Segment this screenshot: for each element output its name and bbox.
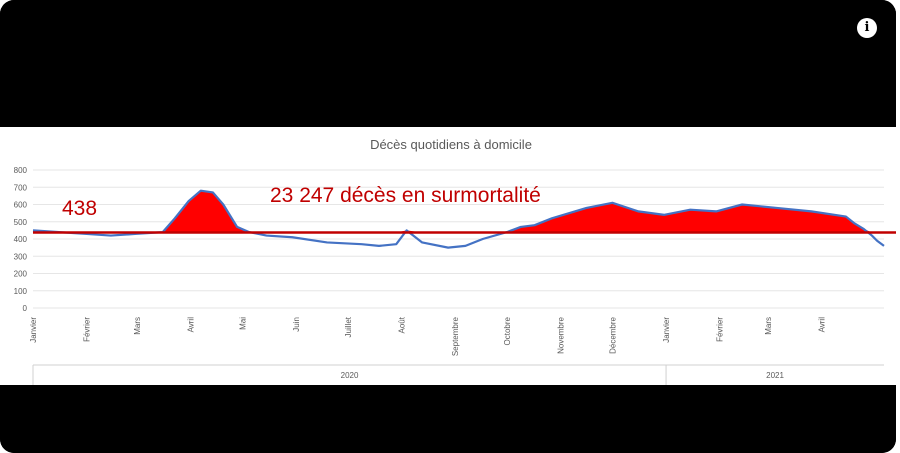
video-bottom-bar xyxy=(0,385,896,453)
year-label: 2021 xyxy=(766,371,784,380)
video-top-bar: i xyxy=(0,0,896,127)
month-label: Janvier xyxy=(662,317,671,343)
info-icon[interactable]: i xyxy=(857,18,877,38)
chart-title: Décès quotidiens à domicile xyxy=(370,137,532,152)
y-tick-label: 600 xyxy=(14,201,28,210)
baseline-label: 438 xyxy=(62,197,97,220)
month-label: Avril xyxy=(818,317,827,333)
month-label: Juillet xyxy=(344,316,353,337)
excess-area xyxy=(33,190,884,233)
month-label: Janvier xyxy=(29,317,38,343)
month-label: Février xyxy=(716,317,725,342)
excess-annotation: 23 247 décès en surmortalité xyxy=(270,184,541,207)
y-tick-label: 800 xyxy=(14,166,28,175)
month-label: Mars xyxy=(133,317,142,335)
y-tick-label: 700 xyxy=(14,183,28,192)
month-label: Août xyxy=(397,316,406,333)
chart: Décès quotidiens à domicile 0 100 200 300 40… xyxy=(0,127,896,385)
month-label: Octobre xyxy=(503,316,512,345)
month-label: Novembre xyxy=(557,316,566,353)
month-label: Février xyxy=(83,317,92,342)
y-tick-label: 400 xyxy=(14,235,28,244)
y-tick-label: 300 xyxy=(14,252,28,261)
chart-svg: Décès quotidiens à domicile 0 100 200 300 40… xyxy=(14,137,896,385)
month-label: Juin xyxy=(292,317,301,332)
month-label: Avril xyxy=(186,317,195,333)
y-tick-label: 100 xyxy=(14,287,28,296)
y-tick-label: 0 xyxy=(23,304,28,313)
x-axis-months: Janvier Février Mars Avril Mai Juin Juillet Aoû… xyxy=(29,316,884,366)
excess-mortality-fill xyxy=(33,190,884,233)
year-label: 2020 xyxy=(341,371,359,380)
x-axis-years: 2020 2021 xyxy=(32,365,784,385)
month-label: Mai xyxy=(238,317,247,330)
month-label: Septembre xyxy=(451,316,460,356)
month-label: Décembre xyxy=(608,316,617,353)
y-axis: 0 100 200 300 400 500 600 700 800 xyxy=(14,166,28,313)
month-label: Mars xyxy=(764,317,773,335)
y-tick-label: 500 xyxy=(14,218,28,227)
y-tick-label: 200 xyxy=(14,270,28,279)
